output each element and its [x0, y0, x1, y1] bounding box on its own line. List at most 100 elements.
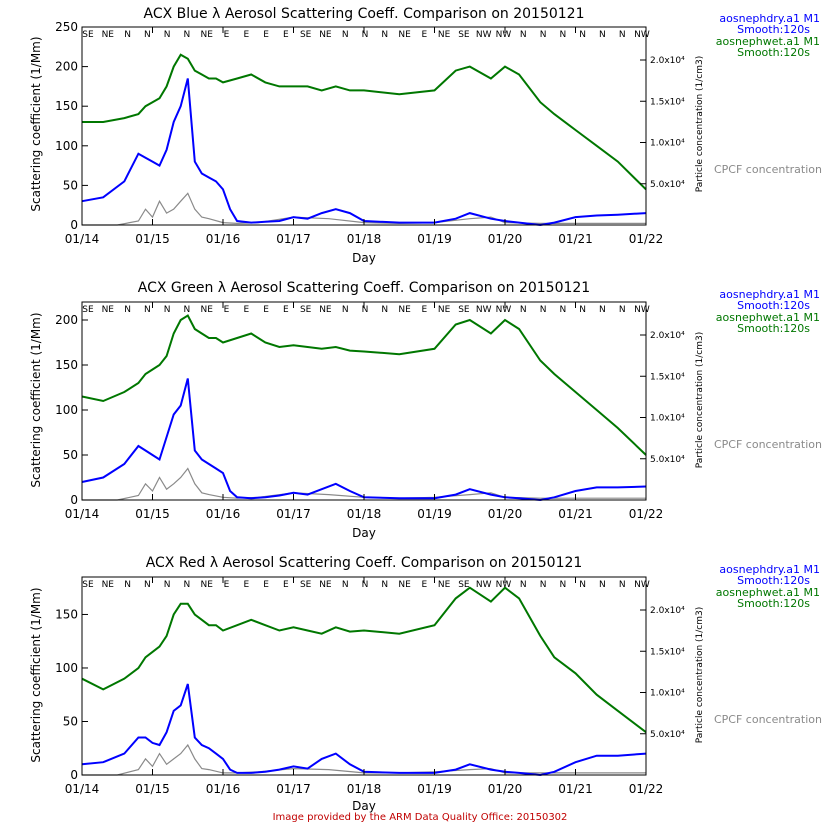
wind-direction-label: N [124, 30, 131, 40]
y-axis-right-label: Particle concentration (1/cm3) [695, 56, 705, 193]
x-tick-label: 01/20 [488, 782, 523, 796]
series-line-aosnephwet-a1-m1 [81, 314, 647, 456]
y-axis-label: Scattering coefficient (1/Mm) [29, 312, 43, 487]
x-tick-label: 01/14 [65, 782, 100, 796]
wind-direction-label: SE [300, 30, 312, 40]
wind-direction-label: E [283, 580, 289, 590]
wind-direction-label: N [619, 30, 626, 40]
wind-direction-label: N [579, 30, 586, 40]
wind-direction-label: E [263, 30, 269, 40]
y-tick-label: 50 [63, 448, 78, 462]
x-tick-label: 01/15 [135, 782, 170, 796]
x-tick-label: 01/15 [135, 507, 170, 521]
x-tick-label: 01/22 [629, 232, 664, 246]
y-axis-right-label: Particle concentration (1/cm3) [695, 607, 705, 744]
wind-direction-label: E [263, 305, 269, 315]
x-axis-label: Day [352, 526, 376, 540]
wind-direction-label: N [184, 305, 191, 315]
legend-dry-name: aosnephdry.a1 M1 [719, 563, 820, 576]
y-tick-label: 200 [55, 60, 78, 74]
wind-direction-label: N [540, 30, 547, 40]
chart-title: ACX Red λ Aerosol Scattering Coeff. Comp… [146, 555, 583, 571]
wind-direction-label: NE [398, 30, 411, 40]
wind-direction-label: N [362, 30, 369, 40]
wind-direction-label: SE [82, 30, 94, 40]
wind-direction-label: NW [476, 30, 492, 40]
wind-direction-label: N [144, 580, 151, 590]
wind-direction-label: E [422, 30, 428, 40]
wind-direction-label: N [184, 580, 191, 590]
y-right-tick-label: 1.5x10⁴ [650, 372, 685, 382]
x-axis-label: Day [352, 799, 376, 813]
wind-direction-label: NE [201, 580, 214, 590]
legend-dry-smooth: Smooth:120s [737, 23, 810, 36]
plot-frame [81, 301, 647, 501]
wind-direction-label: N [599, 30, 606, 40]
y-tick-label: 200 [55, 313, 78, 327]
legend: aosnephdry.a1 M1 Smooth:120s aosnephwet.… [714, 288, 822, 451]
wind-direction-label: E [263, 580, 269, 590]
legend-dry-smooth: Smooth:120s [737, 574, 810, 587]
wind-direction-label: NW [496, 305, 512, 315]
y-tick-label: 100 [55, 661, 78, 675]
y-tick-label: 150 [55, 607, 78, 621]
legend-wet-smooth: Smooth:120s [737, 46, 810, 59]
wind-direction-label: N [540, 305, 547, 315]
wind-direction-label: N [124, 305, 131, 315]
x-tick-label: 01/16 [206, 507, 241, 521]
wind-direction-label: NW [476, 305, 492, 315]
wind-direction-label: SE [82, 305, 94, 315]
x-tick-label: 01/20 [488, 507, 523, 521]
wind-direction-label: N [342, 30, 349, 40]
x-tick-label: 01/16 [206, 782, 241, 796]
wind-direction-label: N [342, 305, 349, 315]
legend-dry-name: aosnephdry.a1 M1 [719, 288, 820, 301]
wind-direction-label: SE [82, 580, 94, 590]
wind-direction-label: E [224, 580, 230, 590]
wind-direction-label: N [164, 30, 171, 40]
wind-direction-label: NW [496, 30, 512, 40]
y-axis-label: Scattering coefficient (1/Mm) [29, 587, 43, 762]
legend-wet-name: aosnephwet.a1 M1 [716, 35, 820, 48]
y-right-tick-label: 1.0x10⁴ [650, 689, 685, 699]
legend-wet-smooth: Smooth:120s [737, 597, 810, 610]
wind-direction-label: NW [634, 30, 650, 40]
wind-direction-label: NE [398, 305, 411, 315]
wind-direction-label: E [422, 305, 428, 315]
wind-direction-label: N [520, 580, 527, 590]
footer-credit: Image provided by the ARM Data Quality O… [273, 812, 568, 823]
wind-direction-label: NE [319, 305, 332, 315]
x-tick-label: 01/19 [417, 232, 452, 246]
legend: aosnephdry.a1 M1 Smooth:120s aosnephwet.… [714, 563, 822, 726]
x-axis-label: Day [352, 251, 376, 265]
legend-cpcf: CPCF concentration [714, 713, 822, 726]
series-line-aosnephdry-a1-m1 [81, 378, 647, 502]
y-tick-label: 100 [55, 403, 78, 417]
wind-direction-label: SE [458, 580, 470, 590]
plot-frame [81, 576, 647, 776]
x-tick-label: 01/14 [65, 507, 100, 521]
series-line-aosnephdry-a1-m1 [81, 78, 647, 227]
wind-direction-label: N [381, 580, 388, 590]
wind-direction-label: NE [319, 580, 332, 590]
wind-direction-label: SE [458, 30, 470, 40]
wind-direction-label: NE [398, 580, 411, 590]
wind-direction-label: N [362, 305, 369, 315]
x-tick-label: 01/19 [417, 782, 452, 796]
y-right-tick-label: 1.0x10⁴ [650, 139, 685, 149]
wind-direction-label: E [224, 305, 230, 315]
x-tick-label: 01/18 [347, 232, 382, 246]
chart-panel-red: ACX Red λ Aerosol Scattering Coeff. Comp… [29, 555, 822, 813]
y-tick-label: 250 [55, 20, 78, 34]
y-tick-label: 0 [70, 493, 78, 507]
y-right-tick-label: 1.0x10⁴ [650, 414, 685, 424]
x-tick-label: 01/14 [65, 232, 100, 246]
wind-direction-label: NE [102, 580, 115, 590]
x-tick-label: 01/21 [558, 232, 593, 246]
y-tick-label: 0 [70, 218, 78, 232]
legend-cpcf: CPCF concentration [714, 163, 822, 176]
wind-direction-label: E [243, 580, 249, 590]
wind-direction-label: N [144, 30, 151, 40]
x-tick-label: 01/21 [558, 782, 593, 796]
wind-direction-label: NW [476, 580, 492, 590]
